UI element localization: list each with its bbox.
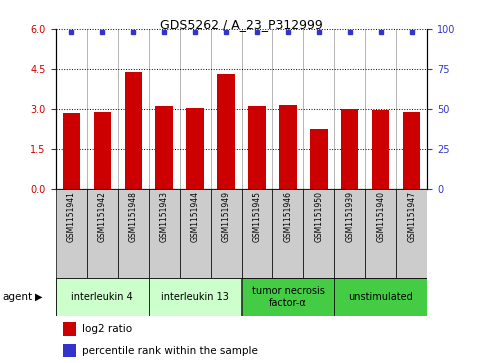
Text: tumor necrosis
factor-α: tumor necrosis factor-α (252, 286, 325, 307)
Bar (56, 278, 149, 316)
Text: GSM1151941: GSM1151941 (67, 191, 75, 242)
Text: GSM1151950: GSM1151950 (314, 191, 324, 242)
Text: ▶: ▶ (35, 292, 43, 302)
Text: unstimulated: unstimulated (349, 292, 413, 302)
Text: GSM1151948: GSM1151948 (128, 191, 138, 242)
Bar (334, 189, 366, 278)
Bar (149, 189, 180, 278)
Bar (149, 278, 242, 316)
Text: GSM1151947: GSM1151947 (408, 191, 416, 242)
Bar (248, 106, 266, 189)
Text: GSM1151949: GSM1151949 (222, 191, 230, 242)
Text: GDS5262 / A_23_P312999: GDS5262 / A_23_P312999 (160, 18, 323, 31)
Text: GSM1151940: GSM1151940 (376, 191, 385, 242)
Bar (272, 189, 303, 278)
Text: interleukin 4: interleukin 4 (71, 292, 133, 302)
Text: percentile rank within the sample: percentile rank within the sample (82, 346, 258, 356)
Text: GSM1151939: GSM1151939 (345, 191, 355, 242)
Text: GSM1151943: GSM1151943 (159, 191, 169, 242)
Text: interleukin 13: interleukin 13 (161, 292, 229, 302)
Bar (211, 189, 242, 278)
Bar (280, 105, 297, 189)
Bar (125, 72, 142, 189)
Bar (403, 111, 421, 189)
Bar (303, 189, 334, 278)
Text: GSM1151944: GSM1151944 (190, 191, 199, 242)
Bar (341, 109, 358, 189)
Bar (56, 189, 86, 278)
Bar (180, 189, 211, 278)
Bar (372, 110, 389, 189)
Bar (86, 189, 117, 278)
Bar (156, 106, 172, 189)
Bar (397, 189, 427, 278)
Text: agent: agent (2, 292, 32, 302)
Bar (63, 322, 76, 336)
Text: log2 ratio: log2 ratio (82, 324, 132, 334)
Text: GSM1151946: GSM1151946 (284, 191, 293, 242)
Bar (242, 189, 272, 278)
Bar (217, 74, 235, 189)
Bar (62, 113, 80, 189)
Bar (366, 189, 397, 278)
Bar (117, 189, 149, 278)
Bar (94, 111, 111, 189)
Bar (242, 278, 334, 316)
Bar (186, 107, 203, 189)
Text: GSM1151942: GSM1151942 (98, 191, 107, 242)
Bar (63, 344, 76, 357)
Text: GSM1151945: GSM1151945 (253, 191, 261, 242)
Bar (334, 278, 427, 316)
Bar (311, 129, 327, 189)
